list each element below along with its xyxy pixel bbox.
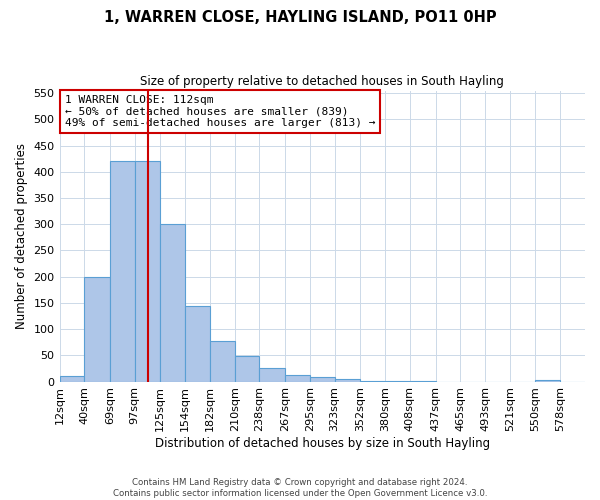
Bar <box>210 340 235 382</box>
Bar <box>285 375 310 382</box>
Bar <box>110 162 135 382</box>
Text: 1, WARREN CLOSE, HAYLING ISLAND, PO11 0HP: 1, WARREN CLOSE, HAYLING ISLAND, PO11 0H… <box>104 10 496 25</box>
Bar <box>535 380 560 382</box>
Bar <box>410 381 436 382</box>
Bar <box>235 356 259 382</box>
Bar <box>335 379 361 382</box>
Bar <box>385 380 410 382</box>
Bar <box>310 378 335 382</box>
X-axis label: Distribution of detached houses by size in South Hayling: Distribution of detached houses by size … <box>155 437 490 450</box>
Bar <box>85 276 110 382</box>
Title: Size of property relative to detached houses in South Hayling: Size of property relative to detached ho… <box>140 75 504 88</box>
Bar <box>59 376 85 382</box>
Bar <box>185 306 210 382</box>
Bar <box>259 368 285 382</box>
Bar <box>135 162 160 382</box>
Text: 1 WARREN CLOSE: 112sqm
← 50% of detached houses are smaller (839)
49% of semi-de: 1 WARREN CLOSE: 112sqm ← 50% of detached… <box>65 95 375 128</box>
Bar <box>160 224 185 382</box>
Bar <box>361 380 385 382</box>
Text: Contains HM Land Registry data © Crown copyright and database right 2024.
Contai: Contains HM Land Registry data © Crown c… <box>113 478 487 498</box>
Y-axis label: Number of detached properties: Number of detached properties <box>15 143 28 329</box>
